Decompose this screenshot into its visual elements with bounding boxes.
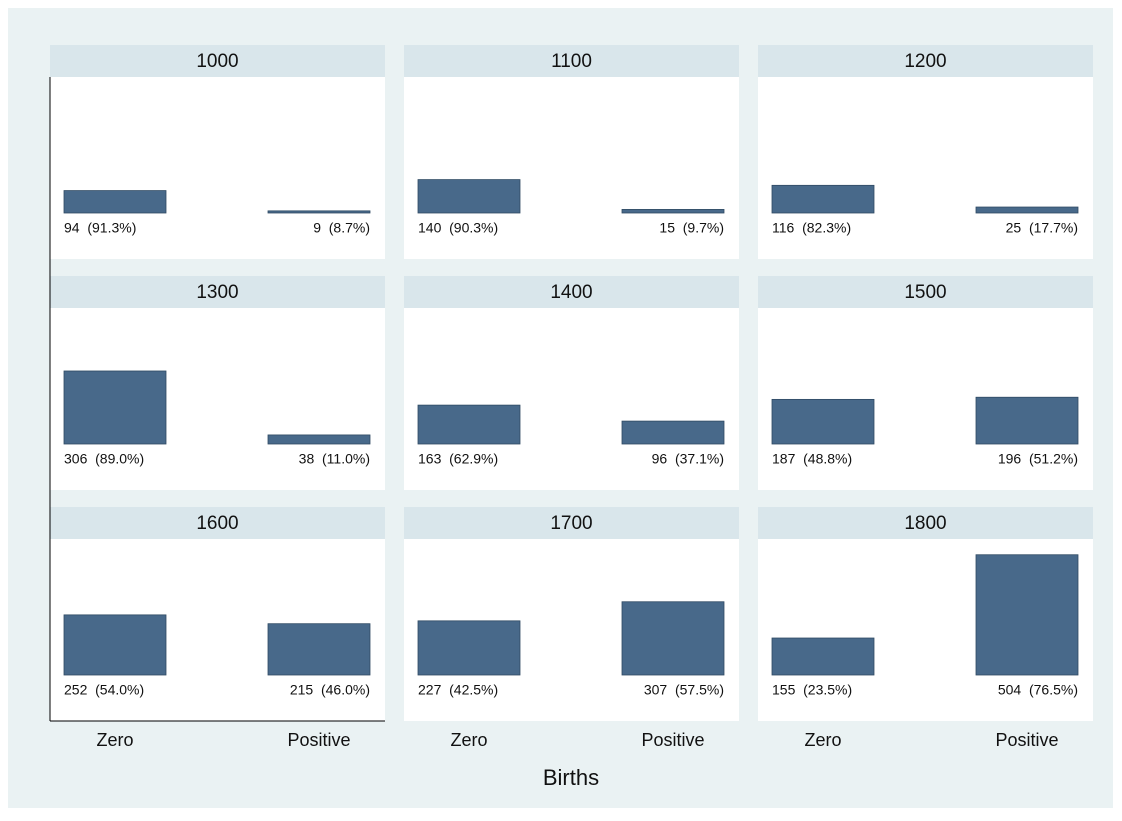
x-tick-label: Positive bbox=[287, 730, 350, 750]
value-label: 187 (48.8%) bbox=[772, 451, 852, 467]
value-label: 38 (11.0%) bbox=[299, 451, 370, 467]
panel-header bbox=[404, 45, 739, 77]
value-label: 307 (57.5%) bbox=[644, 682, 724, 698]
value-label: 504 (76.5%) bbox=[998, 682, 1078, 698]
panel-header bbox=[404, 276, 739, 308]
bar bbox=[771, 184, 875, 214]
bar bbox=[621, 209, 725, 214]
value-label: 215 (46.0%) bbox=[290, 682, 370, 698]
bar bbox=[621, 601, 725, 676]
panel-header bbox=[758, 45, 1093, 77]
bar bbox=[63, 614, 167, 676]
value-label: 15 (9.7%) bbox=[659, 220, 724, 236]
value-label: 252 (54.0%) bbox=[64, 682, 144, 698]
value-label: 94 (91.3%) bbox=[64, 220, 136, 236]
bar bbox=[975, 396, 1079, 445]
plot-area bbox=[404, 308, 739, 490]
x-tick-label: Zero bbox=[804, 730, 841, 750]
value-label: 163 (62.9%) bbox=[418, 451, 498, 467]
bar bbox=[267, 210, 371, 214]
panel-title: 1800 bbox=[904, 513, 946, 534]
panel-header bbox=[50, 507, 385, 539]
bar bbox=[771, 398, 875, 445]
bar bbox=[63, 370, 167, 445]
panel-title: 1000 bbox=[196, 51, 238, 72]
bar bbox=[267, 623, 371, 676]
value-label: 140 (90.3%) bbox=[418, 220, 498, 236]
value-label: 96 (37.1%) bbox=[652, 451, 724, 467]
bar bbox=[417, 620, 521, 676]
panel-title: 1100 bbox=[551, 51, 592, 72]
panel-title: 1400 bbox=[550, 282, 592, 303]
bar bbox=[975, 554, 1079, 676]
x-tick-label: Zero bbox=[96, 730, 133, 750]
bar bbox=[771, 637, 875, 676]
bar bbox=[417, 179, 521, 214]
value-label: 25 (17.7%) bbox=[1006, 220, 1078, 236]
value-label: 227 (42.5%) bbox=[418, 682, 498, 698]
bar bbox=[63, 190, 167, 214]
x-tick-label: Positive bbox=[995, 730, 1058, 750]
x-axis-title: Births bbox=[543, 765, 599, 790]
panel-title: 1700 bbox=[550, 513, 592, 534]
panel-header bbox=[404, 507, 739, 539]
bar bbox=[621, 420, 725, 445]
value-label: 116 (82.3%) bbox=[772, 220, 851, 236]
plot-area bbox=[50, 77, 385, 259]
plot-area bbox=[758, 77, 1093, 259]
bar bbox=[267, 434, 371, 445]
panel-title: 1600 bbox=[196, 513, 238, 534]
panel-header bbox=[50, 45, 385, 77]
x-tick-label: Positive bbox=[641, 730, 704, 750]
panel-title: 1200 bbox=[904, 51, 946, 72]
panel-title: 1300 bbox=[196, 282, 238, 303]
plot-area bbox=[404, 77, 739, 259]
panel-title: 1500 bbox=[904, 282, 946, 303]
value-label: 9 (8.7%) bbox=[313, 220, 370, 236]
x-tick-label: Zero bbox=[450, 730, 487, 750]
value-label: 155 (23.5%) bbox=[772, 682, 852, 698]
panel-header bbox=[50, 276, 385, 308]
panel-header bbox=[758, 507, 1093, 539]
bar bbox=[417, 404, 521, 445]
bar bbox=[975, 206, 1079, 214]
value-label: 196 (51.2%) bbox=[998, 451, 1078, 467]
panel-header bbox=[758, 276, 1093, 308]
value-label: 306 (89.0%) bbox=[64, 451, 144, 467]
